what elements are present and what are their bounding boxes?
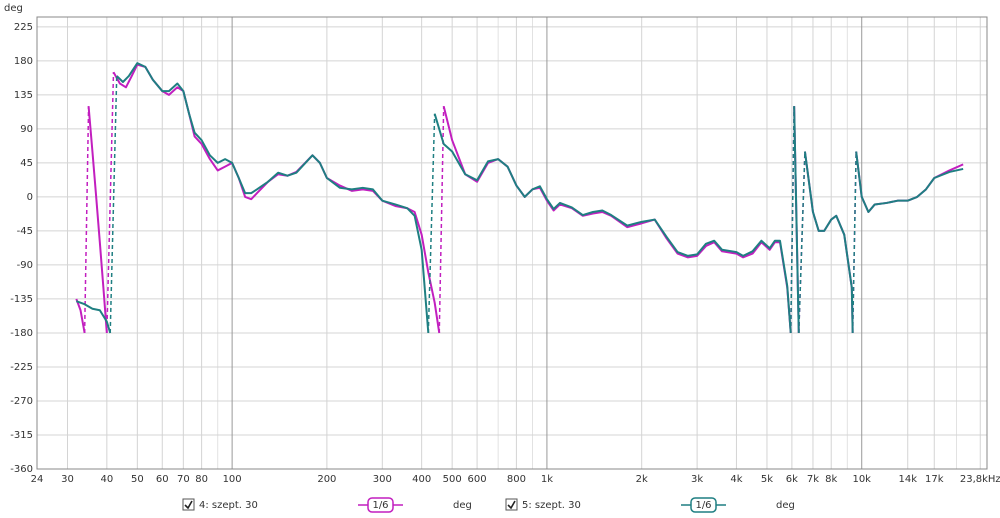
series-line	[75, 62, 964, 334]
smoothing-label: 1/6	[695, 500, 711, 511]
legend-checkbox[interactable]	[505, 498, 518, 511]
wrap-connector	[83, 106, 90, 333]
y-tick-label: 180	[14, 56, 33, 67]
x-tick-label: 100	[223, 474, 242, 485]
x-tick-label: 800	[507, 474, 526, 485]
x-tick-label: 60	[156, 474, 169, 485]
x-tick-label: 70	[177, 474, 190, 485]
x-tick-label: 6k	[786, 474, 798, 485]
x-tick-label: 4k	[730, 474, 742, 485]
wrap-connector	[798, 151, 806, 333]
x-tick-label: 80	[195, 474, 208, 485]
x-tick-label: 23,8kHz	[960, 474, 1000, 485]
y-tick-label: 45	[20, 158, 33, 169]
x-tick-label: 50	[131, 474, 144, 485]
x-tick-label: 500	[443, 474, 462, 485]
y-tick-label: -180	[10, 328, 33, 339]
y-tick-label: -315	[10, 430, 33, 441]
x-tick-label: 2k	[636, 474, 648, 485]
y-axis-label: deg	[4, 3, 23, 14]
y-tick-label: -225	[10, 362, 33, 373]
smoothing-label: 1/6	[372, 500, 388, 511]
x-tick-label: 200	[317, 474, 336, 485]
legend-unit: deg	[776, 500, 795, 511]
y-tick-label: -270	[10, 396, 33, 407]
x-tick-label: 14k	[898, 474, 917, 485]
x-tick-label: 40	[100, 474, 113, 485]
x-tick-label: 300	[373, 474, 392, 485]
y-tick-label: 90	[20, 124, 33, 135]
y-tick-label: -90	[17, 260, 33, 271]
y-tick-label: 0	[27, 192, 33, 203]
y-tick-label: -45	[17, 226, 33, 237]
y-tick-label: -135	[10, 294, 33, 305]
legend-label: 5: szept. 30	[522, 500, 581, 511]
checkmark	[507, 500, 516, 510]
x-tick-label: 400	[412, 474, 431, 485]
y-tick-label: 225	[14, 22, 33, 33]
legend-label: 4: szept. 30	[199, 500, 258, 511]
wrap-connector	[851, 151, 857, 333]
checkmark	[184, 500, 193, 510]
legend-entry: 5: szept. 30 1/6 deg	[505, 497, 795, 513]
x-tick-label: 10k	[852, 474, 871, 485]
x-tick-label: 7k	[807, 474, 819, 485]
x-tick-label: 17k	[925, 474, 944, 485]
x-tick-label: 8k	[825, 474, 837, 485]
y-tick-label: 135	[14, 90, 33, 101]
legend-checkbox[interactable]	[182, 498, 195, 511]
x-tick-label: 600	[468, 474, 487, 485]
x-tick-label: 1k	[541, 474, 553, 485]
legend-entry: 4: szept. 30 1/6 deg	[182, 497, 472, 513]
x-tick-label: 30	[61, 474, 74, 485]
x-tick-label: 24	[31, 474, 44, 485]
wrap-connector	[789, 106, 795, 333]
wrap-connector	[438, 106, 445, 333]
x-tick-label: 5k	[761, 474, 773, 485]
smoothing-button[interactable]	[367, 497, 394, 513]
legend-unit: deg	[453, 500, 472, 511]
plot-border	[36, 16, 988, 470]
y-tick-label: -360	[10, 464, 33, 475]
plot-area	[36, 16, 988, 470]
wrap-connector	[106, 72, 115, 333]
wrap-connector	[109, 75, 118, 333]
wrap-connector	[427, 113, 436, 333]
smoothing-button[interactable]	[690, 497, 717, 513]
x-tick-label: 3k	[691, 474, 703, 485]
